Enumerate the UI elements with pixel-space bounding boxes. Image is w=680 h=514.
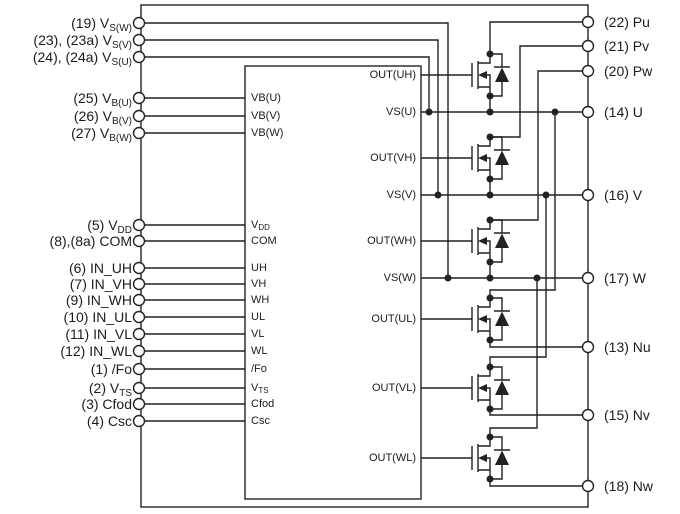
ic-pin-uh: UH: [251, 262, 267, 274]
vs-v-feed: [139, 39, 439, 195]
ic-pin-out-vh: OUT(VH): [370, 152, 416, 164]
package-outline: [140, 4, 589, 508]
left-pin-25: (25) VB(U): [73, 90, 132, 109]
vl-drain-wire: [489, 195, 547, 367]
right-pin-20: (20) Pw: [604, 63, 653, 79]
left-pin-4: (4) Csc: [86, 413, 132, 429]
junction-dots: [425, 108, 559, 282]
ic-pin-com: COM: [251, 235, 277, 247]
left-pin-27: (27) VB(W): [71, 125, 132, 144]
left-pin-19: (19) VS(W): [71, 15, 132, 34]
ic-pin-vl: VL: [251, 328, 265, 340]
left-pin-1: (1) /Fo: [90, 361, 132, 377]
ic-pin-vs-w: VS(W): [383, 272, 416, 284]
mosfet-uh: [471, 49, 511, 101]
mosfet-vh: [471, 132, 511, 184]
right-pin-16: (16) V: [604, 187, 643, 203]
pv-drain-wire: [490, 45, 583, 138]
ic-pin-vh: VH: [251, 278, 267, 290]
left-pin-3: (3) Cfod: [81, 396, 132, 412]
mosfet-ul: [471, 293, 511, 345]
ic-pin-cfod: Cfod: [251, 398, 275, 410]
ul-drain-wire: [489, 112, 556, 298]
left-pin-26: (26) VB(V): [73, 108, 132, 127]
left-pin-8: (8),(8a) COM: [49, 233, 132, 249]
vs-w-feed: [139, 22, 449, 278]
ic-pin-vs-u: VS(U): [386, 106, 416, 118]
ic-pin-vts: VTS: [251, 382, 269, 396]
ic-pin-out-wh: OUT(WH): [367, 235, 416, 247]
left-pin-7: (7) IN_VH: [69, 276, 132, 292]
ic-pin-out-ul: OUT(UL): [371, 313, 416, 325]
right-pin-22: (22) Pu: [604, 14, 650, 30]
mosfet-wh: [471, 215, 511, 267]
left-pin-12: (12) IN_WL: [60, 343, 132, 359]
ic-pin-fo: /Fo: [251, 363, 267, 375]
ic-pin-out-wl: OUT(WL): [368, 452, 416, 464]
pu-drain-wire: [489, 21, 583, 54]
right-pin-21: (21) Pv: [604, 38, 650, 54]
ic-pin-out-vl: OUT(VL): [372, 382, 416, 394]
left-pin-10: (10) IN_UL: [63, 309, 132, 325]
ic-pin-wh: WH: [251, 294, 270, 306]
gate-leads: [421, 74, 472, 459]
left-pin-2: (2) VTS: [88, 380, 132, 399]
ic-pin-vbu: VB(U): [251, 92, 281, 104]
right-pin-17: (17) W: [604, 270, 646, 286]
ic-pin-wl: WL: [251, 345, 268, 357]
left-pin-24: (24), (24a) VS(U): [32, 49, 132, 68]
right-pin-18: (18) Nw: [604, 478, 654, 494]
ic-pin-ul: UL: [251, 311, 266, 323]
ic-pin-csc: Csc: [251, 415, 270, 427]
ic-pin-vdd: VDD: [251, 219, 270, 233]
mosfet-wl: [471, 432, 511, 484]
ic-pin-vbw: VB(W): [251, 127, 284, 139]
pw-drain-wire: [490, 70, 583, 221]
wl-drain-wire: [489, 278, 538, 437]
nw-source-wire: [489, 479, 583, 487]
vs-u-feed: [139, 56, 430, 112]
ic-pin-vbv: VB(V): [251, 110, 281, 122]
left-pin-11: (11) IN_VL: [65, 326, 132, 342]
ic-pin-out-uh: OUT(UH): [369, 69, 416, 81]
ic-pin-vs-v: VS(V): [386, 189, 416, 201]
left-pin-5: (5) VDD: [87, 217, 132, 236]
left-pin-6: (6) IN_UH: [68, 260, 132, 276]
right-terminal-circles: [581, 15, 595, 493]
right-pin-13: (13) Nu: [604, 339, 651, 355]
driver-ic-outline: [244, 65, 422, 500]
wires: [139, 21, 583, 487]
left-pin-9: (9) IN_WH: [65, 292, 132, 308]
right-pin-15: (15) Nv: [604, 407, 650, 423]
mosfet-vl: [471, 362, 511, 414]
left-input-wires: [139, 97, 245, 422]
left-terminal-circles: [132, 16, 146, 428]
left-pin-23: (23), (23a) VS(V): [33, 32, 132, 51]
right-pin-14: (14) U: [604, 104, 643, 120]
